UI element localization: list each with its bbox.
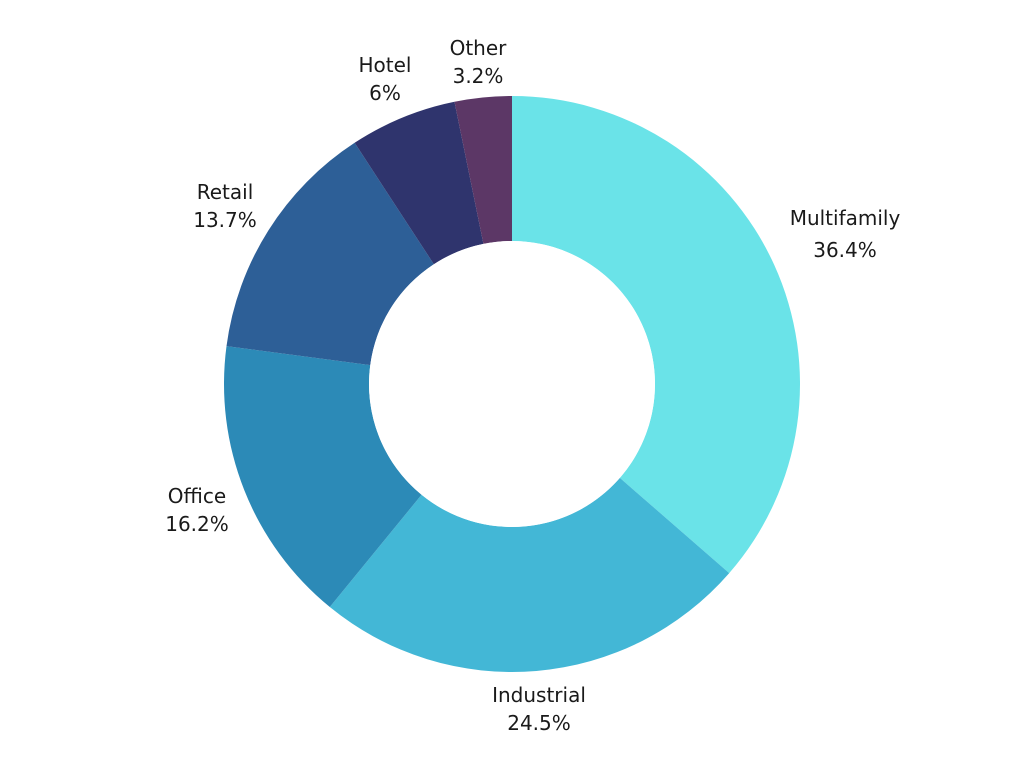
slice-retail bbox=[226, 142, 434, 366]
slice-value-retail: 13.7% bbox=[193, 208, 257, 232]
slice-value-other: 3.2% bbox=[453, 64, 504, 88]
slice-value-office: 16.2% bbox=[165, 512, 229, 536]
donut-hole bbox=[369, 241, 655, 527]
labels-layer: Multifamily 36.4% Industrial 24.5% Office 16.… bbox=[165, 36, 900, 735]
slices-layer bbox=[224, 96, 800, 673]
slice-value-multifamily: 36.4% bbox=[813, 238, 877, 262]
slice-label-office: Office bbox=[168, 484, 226, 508]
slice-hotel bbox=[354, 101, 484, 265]
slice-industrial bbox=[329, 477, 730, 673]
slice-office bbox=[224, 346, 422, 608]
slice-value-industrial: 24.5% bbox=[507, 711, 571, 735]
slice-label-retail: Retail bbox=[197, 180, 254, 204]
slice-label-hotel: Hotel bbox=[359, 53, 412, 77]
slice-label-industrial: Industrial bbox=[492, 683, 586, 707]
slice-label-multifamily: Multifamily bbox=[790, 206, 901, 230]
slice-value-hotel: 6% bbox=[369, 81, 401, 105]
slice-multifamily bbox=[512, 96, 800, 574]
slice-label-other: Other bbox=[450, 36, 508, 60]
slice-other bbox=[454, 96, 512, 244]
